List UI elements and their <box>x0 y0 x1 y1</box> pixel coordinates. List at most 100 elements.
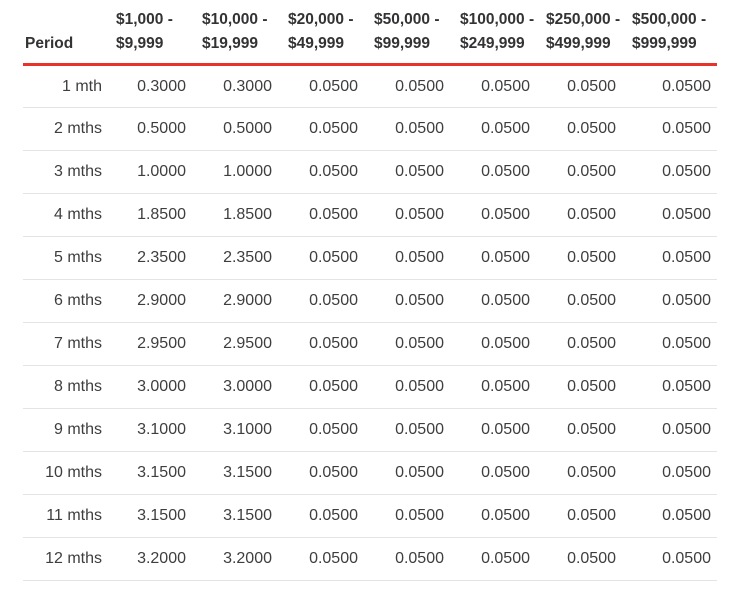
period-cell: 7 mths <box>23 322 106 366</box>
rate-cell: 0.0500 <box>364 451 450 495</box>
rate-cell: 0.0500 <box>536 365 622 409</box>
column-header-tier-5: $100,000 - $249,999 <box>450 0 536 66</box>
table-row: 9 mths 3.1000 3.1000 0.0500 0.0500 0.0500 0.05… <box>23 408 717 452</box>
rate-cell: 0.0500 <box>536 64 622 108</box>
rate-cell: 0.0500 <box>450 236 536 280</box>
rate-cell: 0.0500 <box>278 451 364 495</box>
rate-cell: 0.0500 <box>450 279 536 323</box>
rates-table: Period $1,000 - $9,999 $10,000 - $19,999… <box>23 0 717 581</box>
column-header-tier-7: $500,000 - $999,999 <box>622 0 717 66</box>
period-cell: 4 mths <box>23 193 106 237</box>
rate-cell: 3.2000 <box>192 537 278 581</box>
rate-cell: 2.9500 <box>106 322 192 366</box>
column-header-tier-4: $50,000 - $99,999 <box>364 0 450 66</box>
period-cell: 12 mths <box>23 537 106 581</box>
rate-cell: 0.0500 <box>278 236 364 280</box>
rate-cell: 0.0500 <box>622 537 717 581</box>
rate-cell: 0.0500 <box>622 150 717 194</box>
rate-cell: 0.0500 <box>364 193 450 237</box>
table-row: 3 mths 1.0000 1.0000 0.0500 0.0500 0.0500 0.05… <box>23 150 717 194</box>
table-row: 7 mths 2.9500 2.9500 0.0500 0.0500 0.0500 0.05… <box>23 322 717 366</box>
rate-cell: 0.5000 <box>192 107 278 151</box>
period-cell: 5 mths <box>23 236 106 280</box>
rate-cell: 3.1500 <box>106 451 192 495</box>
rate-cell: 0.0500 <box>278 537 364 581</box>
rate-cell: 0.0500 <box>536 193 622 237</box>
rate-cell: 0.0500 <box>364 150 450 194</box>
rate-cell: 0.0500 <box>450 451 536 495</box>
table-row: 6 mths 2.9000 2.9000 0.0500 0.0500 0.0500 0.05… <box>23 279 717 323</box>
rate-cell: 0.3000 <box>106 64 192 108</box>
rate-cell: 0.0500 <box>450 193 536 237</box>
rate-cell: 3.1000 <box>106 408 192 452</box>
table-row: 8 mths 3.0000 3.0000 0.0500 0.0500 0.0500 0.05… <box>23 365 717 409</box>
rate-cell: 0.0500 <box>622 107 717 151</box>
period-cell: 3 mths <box>23 150 106 194</box>
rate-cell: 0.0500 <box>536 322 622 366</box>
rate-cell: 2.3500 <box>106 236 192 280</box>
rate-cell: 0.0500 <box>622 64 717 108</box>
rate-cell: 0.0500 <box>450 150 536 194</box>
rate-cell: 0.0500 <box>536 279 622 323</box>
rate-cell: 0.0500 <box>536 408 622 452</box>
period-cell: 9 mths <box>23 408 106 452</box>
rate-cell: 0.0500 <box>622 451 717 495</box>
rate-cell: 0.0500 <box>450 494 536 538</box>
rate-cell: 0.0500 <box>278 64 364 108</box>
rate-cell: 0.0500 <box>364 322 450 366</box>
rate-cell: 0.0500 <box>622 408 717 452</box>
rate-cell: 1.0000 <box>192 150 278 194</box>
rate-cell: 0.0500 <box>536 451 622 495</box>
rate-cell: 0.0500 <box>278 408 364 452</box>
rate-cell: 0.0500 <box>278 322 364 366</box>
rate-cell: 0.0500 <box>536 236 622 280</box>
table-row: 11 mths 3.1500 3.1500 0.0500 0.0500 0.0500 0.0… <box>23 494 717 538</box>
period-cell: 10 mths <box>23 451 106 495</box>
rate-cell: 0.0500 <box>364 64 450 108</box>
period-cell: 8 mths <box>23 365 106 409</box>
rate-cell: 1.8500 <box>106 193 192 237</box>
rate-cell: 0.0500 <box>536 494 622 538</box>
column-header-tier-1: $1,000 - $9,999 <box>106 0 192 66</box>
rate-cell: 0.0500 <box>450 537 536 581</box>
rate-cell: 0.0500 <box>450 322 536 366</box>
period-cell: 2 mths <box>23 107 106 151</box>
rate-cell: 0.0500 <box>278 494 364 538</box>
rate-cell: 0.0500 <box>622 365 717 409</box>
period-cell: 11 mths <box>23 494 106 538</box>
rate-cell: 0.0500 <box>278 193 364 237</box>
rate-cell: 0.3000 <box>192 64 278 108</box>
rate-cell: 0.0500 <box>622 279 717 323</box>
rate-cell: 0.0500 <box>622 193 717 237</box>
table-row: 10 mths 3.1500 3.1500 0.0500 0.0500 0.0500 0.0… <box>23 451 717 495</box>
rate-cell: 1.0000 <box>106 150 192 194</box>
rate-cell: 0.0500 <box>364 494 450 538</box>
rate-cell: 0.0500 <box>364 236 450 280</box>
rate-cell: 0.0500 <box>450 107 536 151</box>
rate-cell: 2.9500 <box>192 322 278 366</box>
table-row: 5 mths 2.3500 2.3500 0.0500 0.0500 0.0500 0.05… <box>23 236 717 280</box>
rate-cell: 3.0000 <box>106 365 192 409</box>
header-row: Period $1,000 - $9,999 $10,000 - $19,999… <box>23 0 717 66</box>
rate-cell: 0.0500 <box>622 236 717 280</box>
column-header-period: Period <box>23 0 106 66</box>
rate-cell: 0.0500 <box>364 365 450 409</box>
table-row: 4 mths 1.8500 1.8500 0.0500 0.0500 0.0500 0.05… <box>23 193 717 237</box>
rate-cell: 3.0000 <box>192 365 278 409</box>
rate-cell: 3.1000 <box>192 408 278 452</box>
column-header-tier-3: $20,000 - $49,999 <box>278 0 364 66</box>
rates-table-header: Period $1,000 - $9,999 $10,000 - $19,999… <box>23 0 717 66</box>
rate-cell: 0.0500 <box>364 107 450 151</box>
rate-cell: 0.0500 <box>364 408 450 452</box>
rate-cell: 3.1500 <box>192 494 278 538</box>
rates-table-body: 1 mth 0.3000 0.3000 0.0500 0.0500 0.0500 0.050… <box>23 64 717 581</box>
column-header-tier-2: $10,000 - $19,999 <box>192 0 278 66</box>
rate-cell: 0.0500 <box>450 64 536 108</box>
rate-cell: 3.2000 <box>106 537 192 581</box>
rate-cell: 0.0500 <box>536 537 622 581</box>
rate-cell: 0.0500 <box>364 537 450 581</box>
rate-cell: 0.0500 <box>278 365 364 409</box>
rate-cell: 0.0500 <box>622 322 717 366</box>
rate-cell: 0.0500 <box>450 365 536 409</box>
